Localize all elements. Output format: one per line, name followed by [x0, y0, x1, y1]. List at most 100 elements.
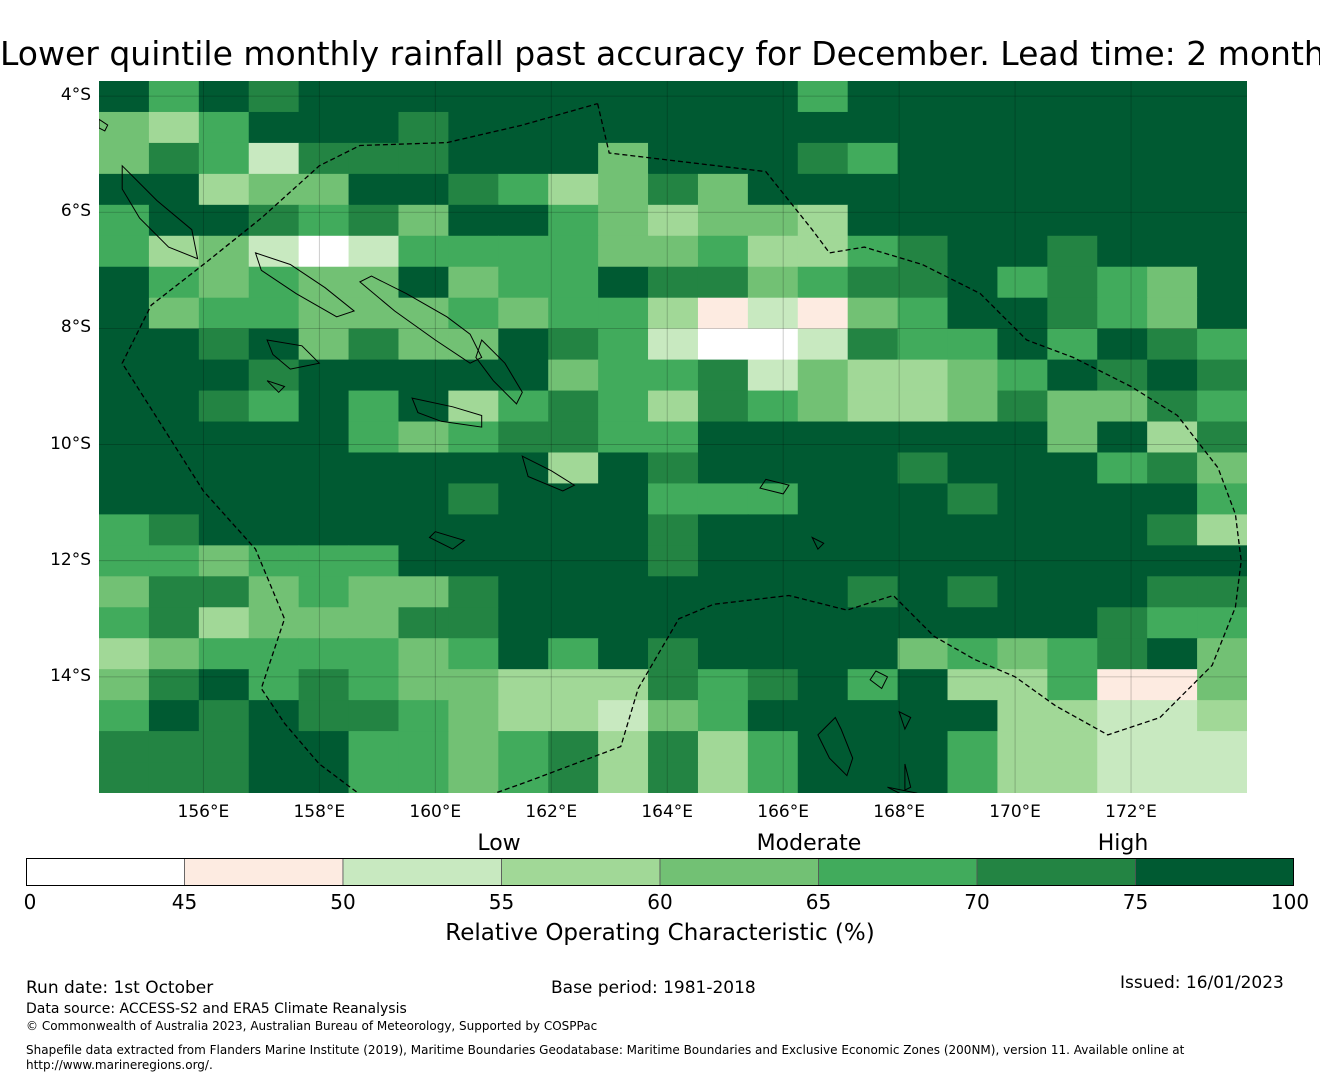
grid-cell — [248, 700, 300, 732]
grid-cell — [498, 731, 549, 763]
grid-cell — [997, 576, 1048, 608]
grid-cell — [598, 607, 649, 639]
grid-cell — [398, 576, 449, 608]
grid-cell — [897, 638, 949, 670]
grid-cell — [298, 297, 350, 330]
grid-cell — [847, 297, 899, 330]
grid-cell — [448, 390, 499, 423]
colorbar-outline — [26, 858, 1294, 886]
grid-cell — [548, 545, 599, 577]
grid-cell — [448, 328, 499, 361]
grid-cell — [198, 421, 250, 454]
grid-cell — [298, 111, 350, 144]
grid-cell — [598, 483, 649, 515]
grid-cell — [747, 142, 799, 175]
grid-cell — [897, 142, 949, 175]
grid-cell — [897, 359, 949, 392]
grid-cell — [897, 669, 949, 701]
grid-cell — [99, 638, 150, 670]
grid-cell — [648, 390, 699, 423]
eez-boundary — [121, 102, 1242, 793]
lon-tick-label: 170°E — [989, 802, 1041, 822]
grid-cell — [1047, 421, 1098, 454]
grid-cell — [448, 266, 499, 299]
grid-cell — [1147, 204, 1198, 237]
island-outline — [358, 275, 483, 364]
grid-cell — [348, 483, 400, 515]
grid-cell — [1047, 297, 1098, 330]
grid-cell — [847, 700, 899, 732]
colorbar-segment — [818, 858, 978, 886]
grid-cell — [897, 700, 949, 732]
grid-cell — [947, 514, 999, 546]
grid-cell — [997, 514, 1048, 546]
grid-cell — [1197, 204, 1247, 237]
island-outline — [254, 252, 356, 318]
grid-cell — [498, 452, 549, 485]
grid-cell — [348, 359, 400, 392]
grid-cell — [598, 390, 649, 423]
grid-cell — [298, 328, 350, 361]
grid-cell — [498, 762, 549, 793]
grid-cell — [1097, 235, 1148, 268]
island-outline — [817, 716, 854, 777]
grid-cell — [448, 204, 499, 237]
grid-cell — [398, 390, 449, 423]
grid-cell — [398, 81, 449, 113]
grid-cell — [1097, 731, 1148, 763]
grid-cell — [348, 700, 400, 732]
grid-cell — [1097, 638, 1148, 670]
grid-cell — [99, 328, 150, 361]
grid-cell — [847, 111, 899, 144]
grid-cell — [697, 111, 749, 144]
grid-cell — [648, 700, 699, 732]
grid-cell — [148, 607, 200, 639]
grid-cell — [1147, 607, 1198, 639]
grid-cell — [847, 545, 899, 577]
grid-cell — [947, 266, 999, 299]
island-outline — [411, 397, 483, 428]
grid-cell — [498, 266, 549, 299]
grid-cell — [997, 421, 1048, 454]
grid-cell — [1197, 173, 1247, 206]
grid-cell — [1097, 421, 1148, 454]
grid-cell — [498, 297, 549, 330]
grid-cell — [797, 81, 849, 113]
grid-cell — [947, 452, 999, 485]
island-outline — [266, 339, 321, 370]
grid-cell — [1197, 576, 1247, 608]
island-outline — [887, 786, 918, 793]
grid-cell — [697, 204, 749, 237]
grid-cell — [1047, 235, 1098, 268]
grid-cell — [1197, 111, 1247, 144]
grid-cell — [997, 607, 1048, 639]
coastlines — [99, 118, 918, 793]
grid-cell — [897, 81, 949, 113]
grid-cell — [548, 204, 599, 237]
grid-cell — [1047, 204, 1098, 237]
grid-cell — [398, 638, 449, 670]
colorbar-segment — [976, 858, 1136, 886]
grid-cell — [747, 328, 799, 361]
grid-cell — [298, 545, 350, 577]
grid-cell — [398, 669, 449, 701]
grid-cell — [348, 173, 400, 206]
grid-cell — [847, 266, 899, 299]
island-outline — [266, 380, 286, 394]
grid-cell — [298, 142, 350, 175]
grid-cell — [1147, 142, 1198, 175]
grid-cell — [398, 731, 449, 763]
grid-cell — [1197, 421, 1247, 454]
grid-cell — [348, 81, 400, 113]
grid-cell — [498, 328, 549, 361]
grid-cell — [248, 142, 300, 175]
grid-cell — [298, 359, 350, 392]
grid-cell — [1197, 700, 1247, 732]
island-outline — [869, 670, 889, 690]
grid-cell — [398, 483, 449, 515]
map-canvas — [99, 81, 1247, 793]
grid-cell — [548, 607, 599, 639]
grid-cell — [99, 576, 150, 608]
grid-cell — [1147, 359, 1198, 392]
grid-cell — [99, 514, 150, 546]
